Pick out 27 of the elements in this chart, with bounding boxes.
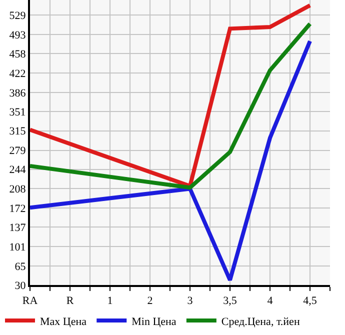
x-tick-label: 2 bbox=[147, 295, 153, 308]
x-tick-label: RA bbox=[22, 295, 38, 308]
y-tick-label: 137 bbox=[9, 222, 26, 234]
y-tick-label: 30 bbox=[14, 280, 26, 292]
y-tick-label: 244 bbox=[9, 164, 26, 176]
y-tick-label: 65 bbox=[14, 260, 26, 273]
legend-label: Сред.Цена, т.йен bbox=[221, 316, 300, 328]
y-tick-label: 101 bbox=[9, 241, 26, 254]
y-tick-label: 208 bbox=[9, 184, 26, 196]
y-tick-label: 493 bbox=[9, 29, 26, 42]
y-tick-label: 279 bbox=[9, 145, 26, 158]
y-tick-label: 172 bbox=[9, 203, 26, 216]
x-tick-label: R bbox=[66, 295, 74, 308]
legend-label: Min Цена bbox=[132, 316, 176, 328]
x-tick-label: 4,5 bbox=[303, 295, 318, 308]
x-tick-label: 1 bbox=[107, 295, 113, 308]
x-tick-label: 3,5 bbox=[223, 295, 238, 308]
line-series bbox=[30, 39, 312, 282]
legend-label: Max Цена bbox=[40, 316, 87, 328]
y-tick-label: 529 bbox=[9, 10, 26, 22]
y-tick-label: 422 bbox=[9, 68, 26, 80]
y-tick-label: 351 bbox=[9, 106, 26, 118]
y-tick-label: 386 bbox=[9, 87, 26, 100]
y-tick-label: 315 bbox=[9, 126, 26, 138]
x-tick-label: 4 bbox=[267, 295, 274, 308]
y-tick-label: 458 bbox=[9, 48, 26, 60]
x-tick-label: 3 bbox=[187, 295, 194, 308]
